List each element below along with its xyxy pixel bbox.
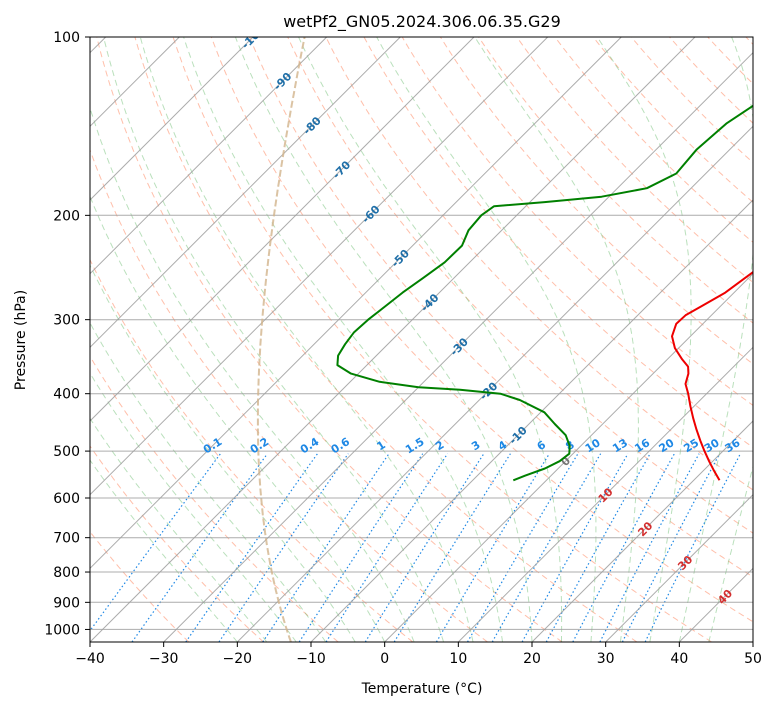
moist-adiabat-line: [103, 37, 445, 642]
y-tick-label: 200: [53, 208, 80, 224]
x-tick-label: −30: [149, 651, 179, 667]
temperature-profile-line: [671, 270, 753, 481]
mixing-ratio-line: [90, 453, 221, 632]
isotherm-line: [605, 493, 753, 642]
lcl-curve: [256, 37, 306, 642]
dry-adiabat-line: [287, 37, 753, 534]
y-tick-label: 400: [53, 387, 80, 403]
moist-adiabat-line: [90, 459, 238, 642]
reference-curve: [256, 37, 306, 642]
isotherm-line: [90, 37, 328, 275]
moist-adiabat-line: [90, 195, 386, 642]
dry-adiabat-line: [325, 37, 753, 491]
y-tick-label: 700: [53, 531, 80, 547]
moist-adiabat-line: [474, 37, 639, 642]
y-tick-label: 300: [53, 313, 80, 329]
mixing-ratio-line: [644, 453, 741, 642]
x-tick-label: 50: [744, 651, 762, 667]
isotherm-line: [310, 199, 753, 642]
moist-adiabat-line: [678, 37, 753, 642]
isobars: [90, 37, 753, 630]
dry-adiabat-line: [172, 37, 712, 642]
dry-adiabat-line: [90, 355, 339, 642]
isotherm-line: [90, 37, 401, 349]
x-axis-title: Temperature (°C): [361, 681, 483, 697]
moist-adiabat-line: [376, 37, 597, 642]
mixing-ratio-line: [545, 453, 651, 642]
isotherm-line: [163, 51, 753, 642]
x-tick-label: 20: [523, 651, 541, 667]
dry-adiabat-line: [249, 37, 753, 578]
x-tick-label: −20: [223, 651, 253, 667]
dry-adiabats: [90, 37, 753, 642]
moist-adiabats: [90, 37, 753, 642]
plot-area: -100-90-80-70-60-50-40-30-20-10010203040…: [90, 37, 753, 642]
moist-adiabat-line: [596, 37, 692, 642]
mixing-ratio-line: [572, 453, 675, 642]
x-tick-label: 30: [597, 651, 615, 667]
mixing-ratio-line: [521, 453, 629, 642]
dry-adiabat-line: [210, 37, 753, 623]
isotherm-line: [90, 37, 475, 422]
y-axis: 100 200 300 400 500 600 700 800 900 1000: [44, 30, 90, 638]
moist-adiabat-line: [90, 321, 327, 642]
x-tick-label: −40: [75, 651, 105, 667]
isotherms: [90, 37, 753, 642]
moist-adiabat-line: [139, 37, 474, 642]
isotherm-line: [457, 346, 753, 642]
moist-adiabat-line: [90, 417, 268, 642]
isotherm-line: [90, 37, 549, 496]
moist-adiabat-line: [90, 372, 297, 642]
dry-adiabat-line: [134, 37, 638, 642]
isotherm-line: [90, 37, 254, 201]
isotherm-line: [531, 420, 753, 642]
moist-adiabat-line: [298, 37, 563, 642]
isotherm-line: [236, 125, 753, 642]
x-tick-label: 40: [670, 651, 688, 667]
mixing-ratio-line: [185, 453, 318, 642]
isotherm-line: [90, 37, 622, 570]
mixing-ratio-line: [262, 453, 390, 642]
x-tick-label: −10: [296, 651, 326, 667]
moist-adiabat-line: [90, 106, 415, 642]
dry-adiabat-line: [90, 258, 414, 642]
mixing-ratio-line: [218, 453, 349, 642]
y-tick-label: 800: [53, 565, 80, 581]
x-tick-label: 10: [449, 651, 467, 667]
moist-adiabat-line: [183, 37, 503, 642]
isotherm-line: [384, 272, 753, 642]
y-tick-label: 600: [53, 491, 80, 507]
moist-adiabat-line: [90, 264, 356, 642]
moist-adiabat-line: [708, 464, 753, 642]
dewpoint-profile-line: [336, 104, 753, 482]
data-series: [336, 104, 753, 482]
y-tick-label: 900: [53, 595, 80, 611]
mixing-ratio-line: [393, 453, 511, 642]
chart-title: wetPf2_GN05.2024.306.06.35.G29: [283, 12, 561, 32]
mixing-ratio-line: [131, 453, 268, 642]
mixing-ratio-line: [325, 453, 449, 642]
y-axis-title: Pressure (hPa): [13, 290, 29, 390]
mixing-ratio-lines: [90, 453, 741, 642]
dry-adiabat-line: [90, 445, 264, 642]
y-tick-label: 1000: [44, 622, 80, 638]
dry-adiabat-line: [516, 37, 753, 284]
x-tick-label: 0: [380, 651, 389, 667]
y-tick-label: 500: [53, 444, 80, 460]
mixing-ratio-line: [298, 453, 424, 642]
dry-adiabat-line: [96, 37, 563, 642]
y-tick-label: 100: [53, 30, 80, 46]
isotherm-line: [90, 37, 696, 642]
x-axis: −40 −30 −20 −10 0 10 20 30 40 50: [75, 642, 762, 667]
plot-frame: [89, 36, 754, 643]
